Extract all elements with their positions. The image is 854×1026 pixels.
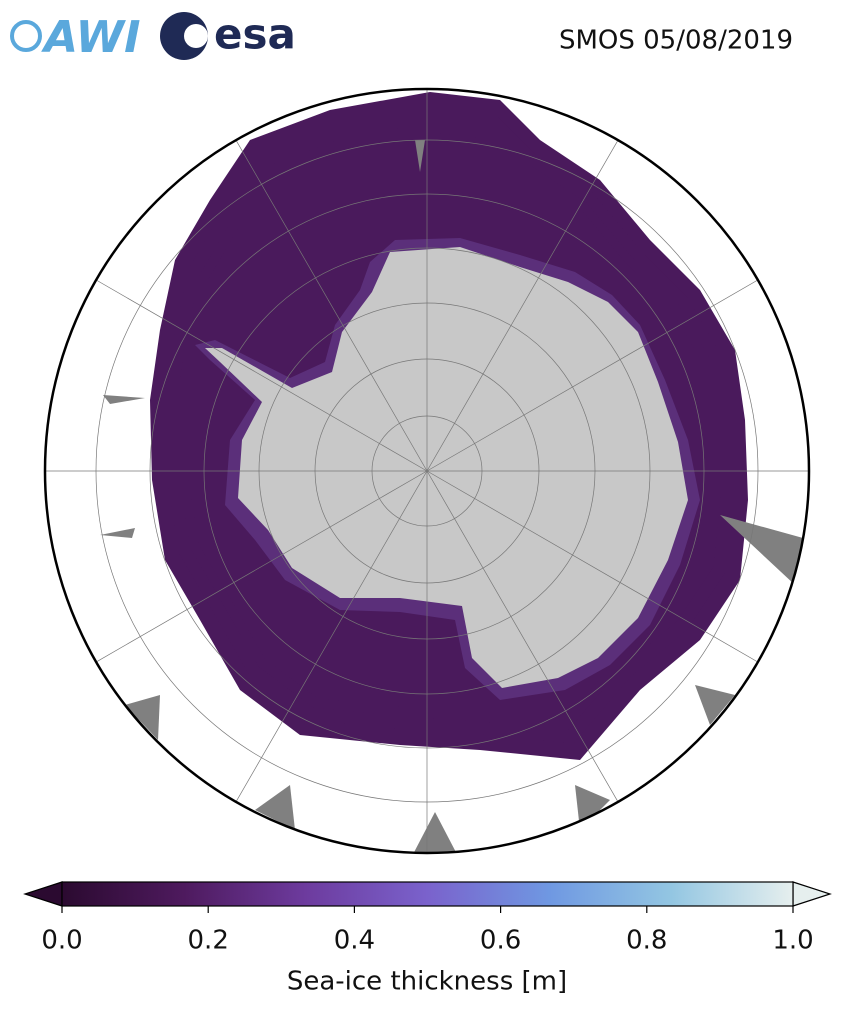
meridian [426, 124, 628, 472]
tick-label: 0.6 [480, 926, 521, 956]
tick-label: 0.2 [188, 926, 229, 956]
tick-label: 1.0 [772, 926, 813, 956]
logo-awi: AWI [10, 12, 141, 63]
meridian [80, 470, 428, 672]
colorbar-label: Sea-ice thickness [m] [287, 967, 567, 997]
logo-text: AWI [41, 12, 141, 63]
extend-low [23, 881, 63, 907]
map-frame [43, 87, 811, 855]
logo-text: esa [214, 10, 296, 59]
logo-hole [184, 24, 208, 48]
extend-high [792, 881, 832, 907]
graticule [45, 89, 809, 853]
map [45, 89, 809, 853]
tick-label: 0.0 [41, 926, 82, 956]
map-title: SMOS 05/08/2019 [559, 26, 793, 56]
meridian [426, 270, 774, 472]
logo-globe [10, 20, 42, 52]
land-masks [100, 140, 809, 853]
antarctica [205, 247, 688, 688]
colorbar: Sea-ice thickness [m] 0.0 0.2 0.4 0.6 0.8 1.0 [23, 881, 832, 997]
meridian [426, 470, 774, 672]
tick-label: 0.4 [334, 926, 375, 956]
tick-label: 0.8 [626, 926, 667, 956]
meridian [80, 270, 428, 472]
colorbar-ramp [61, 881, 794, 907]
logo-esa: esa [160, 10, 296, 60]
meridian [226, 124, 428, 472]
meridian [426, 470, 628, 818]
meridian [226, 470, 428, 818]
